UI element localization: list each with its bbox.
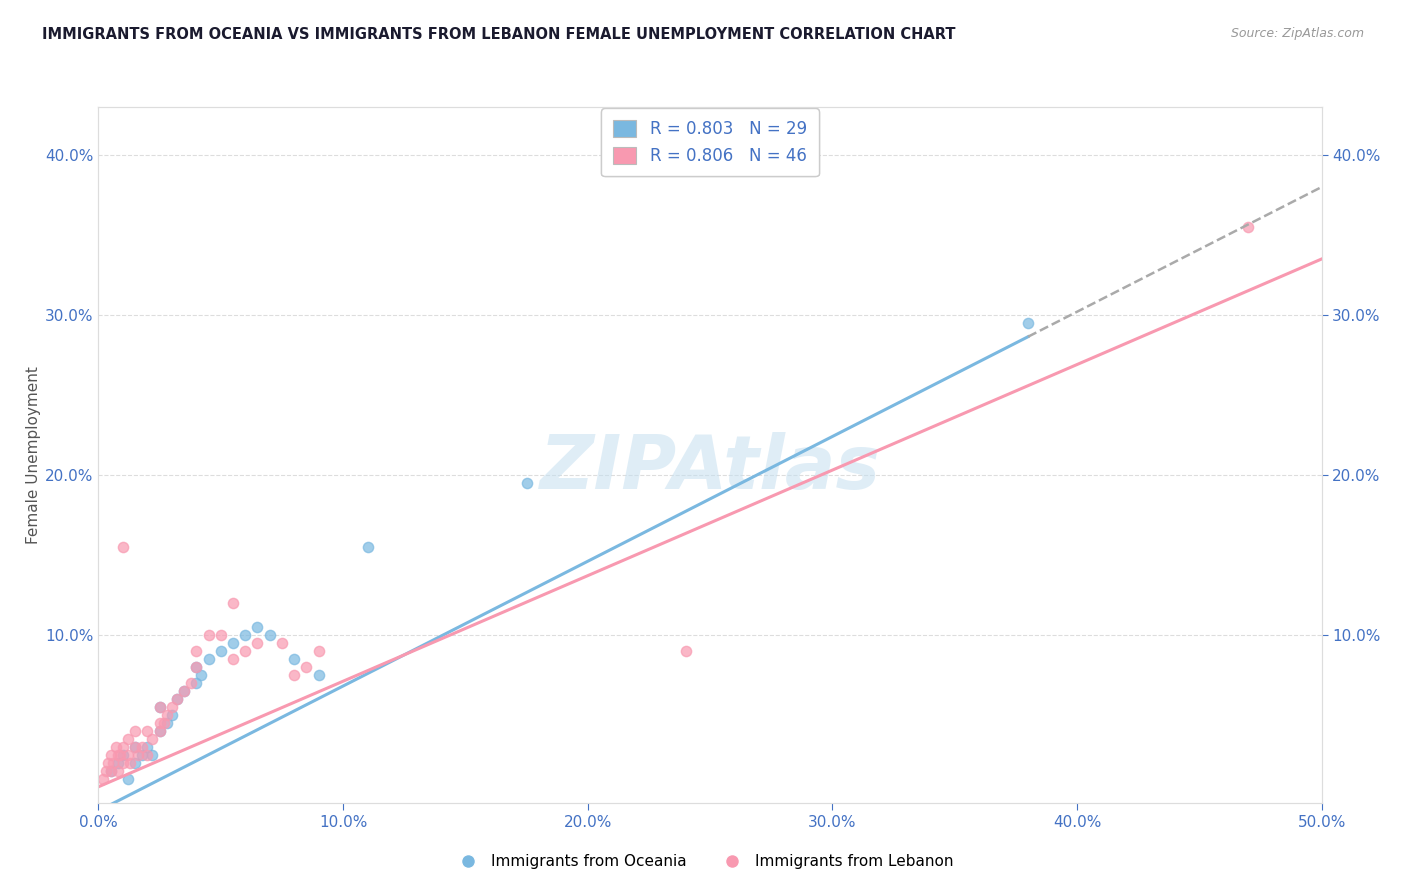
Point bbox=[111, 756, 134, 770]
Legend: Immigrants from Oceania, Immigrants from Lebanon: Immigrants from Oceania, Immigrants from… bbox=[446, 848, 960, 875]
Point bbox=[94, 764, 117, 778]
Point bbox=[101, 756, 124, 770]
Point bbox=[136, 747, 159, 762]
Point bbox=[233, 628, 256, 642]
Point bbox=[246, 636, 269, 650]
Point bbox=[270, 636, 294, 650]
Point bbox=[153, 715, 176, 730]
Point bbox=[173, 683, 195, 698]
Point bbox=[283, 668, 305, 682]
Point bbox=[110, 747, 132, 762]
Point bbox=[97, 756, 120, 770]
Point bbox=[160, 699, 183, 714]
Point bbox=[149, 723, 172, 738]
Point bbox=[356, 540, 378, 554]
Point bbox=[515, 475, 537, 490]
Point bbox=[149, 723, 172, 738]
Point bbox=[117, 772, 139, 786]
Point bbox=[166, 691, 188, 706]
Point bbox=[675, 644, 697, 658]
Point bbox=[107, 747, 129, 762]
Y-axis label: Female Unemployment: Female Unemployment bbox=[27, 366, 41, 544]
Point bbox=[190, 668, 212, 682]
Point bbox=[186, 660, 208, 674]
Point bbox=[100, 764, 122, 778]
Point bbox=[233, 644, 256, 658]
Point bbox=[308, 644, 330, 658]
Point bbox=[222, 596, 245, 610]
Point bbox=[222, 652, 245, 666]
Point bbox=[209, 644, 232, 658]
Point bbox=[136, 739, 159, 754]
Point bbox=[186, 644, 208, 658]
Point bbox=[124, 739, 146, 754]
Point bbox=[131, 739, 153, 754]
Point bbox=[124, 739, 146, 754]
Point bbox=[1017, 316, 1039, 330]
Point bbox=[141, 731, 163, 746]
Point bbox=[156, 707, 179, 722]
Point bbox=[1237, 219, 1260, 234]
Point bbox=[100, 764, 122, 778]
Point bbox=[197, 628, 219, 642]
Point bbox=[107, 764, 129, 778]
Point bbox=[186, 676, 208, 690]
Point bbox=[100, 747, 122, 762]
Point bbox=[149, 699, 172, 714]
Point bbox=[160, 707, 183, 722]
Point bbox=[117, 747, 139, 762]
Point bbox=[156, 715, 179, 730]
Point bbox=[111, 540, 134, 554]
Point bbox=[209, 628, 232, 642]
Point bbox=[259, 628, 281, 642]
Text: Source: ZipAtlas.com: Source: ZipAtlas.com bbox=[1230, 27, 1364, 40]
Point bbox=[222, 636, 245, 650]
Legend: R = 0.803   N = 29, R = 0.806   N = 46: R = 0.803 N = 29, R = 0.806 N = 46 bbox=[602, 109, 818, 177]
Point bbox=[186, 660, 208, 674]
Point bbox=[136, 723, 159, 738]
Point bbox=[124, 756, 146, 770]
Point bbox=[91, 772, 114, 786]
Text: IMMIGRANTS FROM OCEANIA VS IMMIGRANTS FROM LEBANON FEMALE UNEMPLOYMENT CORRELATI: IMMIGRANTS FROM OCEANIA VS IMMIGRANTS FR… bbox=[42, 27, 956, 42]
Point bbox=[111, 747, 134, 762]
Point bbox=[308, 668, 330, 682]
Text: ZIPAtlas: ZIPAtlas bbox=[540, 433, 880, 506]
Point bbox=[107, 756, 129, 770]
Point bbox=[111, 739, 134, 754]
Point bbox=[149, 715, 172, 730]
Point bbox=[117, 731, 139, 746]
Point bbox=[120, 756, 142, 770]
Point bbox=[283, 652, 305, 666]
Point bbox=[104, 739, 127, 754]
Point bbox=[295, 660, 318, 674]
Point bbox=[124, 723, 146, 738]
Point bbox=[149, 699, 172, 714]
Point bbox=[173, 683, 195, 698]
Point bbox=[141, 747, 163, 762]
Point bbox=[166, 691, 188, 706]
Point bbox=[180, 676, 202, 690]
Point bbox=[131, 747, 153, 762]
Point bbox=[127, 747, 149, 762]
Point bbox=[246, 620, 269, 634]
Point bbox=[197, 652, 219, 666]
